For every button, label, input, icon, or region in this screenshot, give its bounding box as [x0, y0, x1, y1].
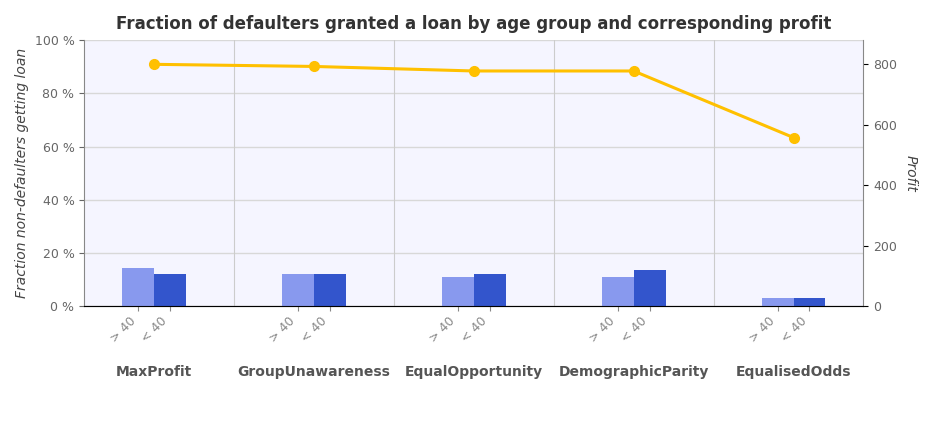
Bar — [474, 274, 506, 306]
Y-axis label: Fraction non-defaulters getting loan: Fraction non-defaulters getting loan — [15, 48, 29, 298]
Bar — [313, 274, 346, 306]
Bar — [442, 277, 474, 306]
Bar — [282, 274, 313, 306]
Bar — [793, 298, 826, 306]
Title: Fraction of defaulters granted a loan by age group and corresponding profit: Fraction of defaulters granted a loan by… — [116, 15, 831, 33]
Text: EqualOpportunity: EqualOpportunity — [405, 365, 543, 379]
Bar — [634, 270, 665, 306]
Text: MaxProfit: MaxProfit — [116, 365, 192, 379]
Text: EqualisedOdds: EqualisedOdds — [736, 365, 851, 379]
Bar — [761, 298, 793, 306]
Text: DemographicParity: DemographicParity — [559, 365, 709, 379]
Y-axis label: Profit: Profit — [904, 155, 918, 192]
Bar — [154, 274, 186, 306]
Text: GroupUnawareness: GroupUnawareness — [238, 365, 390, 379]
Bar — [602, 277, 634, 306]
Bar — [122, 268, 154, 306]
